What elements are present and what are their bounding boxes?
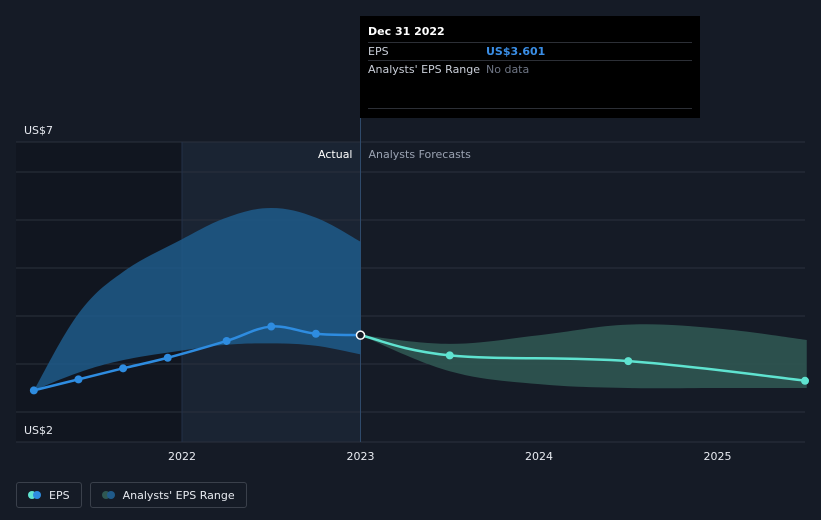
eps-point-actual <box>29 386 38 395</box>
hover-tooltip: Dec 31 2022 EPS US$3.601 Analysts' EPS R… <box>360 16 700 118</box>
x-tick-label: 2023 <box>347 450 375 463</box>
tooltip-range-label: Analysts' EPS Range <box>368 63 481 76</box>
legend-range-toggle[interactable]: Analysts' EPS Range <box>89 482 247 508</box>
legend-range-label: Analysts' EPS Range <box>122 488 235 502</box>
eps-point-actual <box>267 322 276 331</box>
eps-point-forecast <box>445 351 454 360</box>
legend-eps-toggle[interactable]: EPS <box>16 482 82 508</box>
tooltip-row-eps: EPS US$3.601 <box>368 42 692 60</box>
tooltip-divider <box>368 108 692 109</box>
tooltip-eps-label: EPS <box>368 45 389 58</box>
x-tick-label: 2024 <box>525 450 553 463</box>
eps-point-forecast <box>624 357 633 366</box>
tooltip-range-value: No data <box>486 63 530 76</box>
section-label-forecast: Analysts Forecasts <box>369 148 472 161</box>
section-label-actual: Actual <box>318 148 352 161</box>
eps-swatch-icon <box>28 491 41 499</box>
y-tick-label: US$7 <box>24 124 53 137</box>
range-swatch-icon <box>101 491 115 499</box>
eps-line-forecast <box>360 333 807 383</box>
eps-point-actual <box>222 336 231 345</box>
eps-point-forecast <box>801 376 809 385</box>
eps-point-actual <box>119 364 128 373</box>
legend: EPS Analysts' EPS Range <box>16 482 247 508</box>
range-area-forecast <box>360 324 807 389</box>
eps-point-actual <box>74 375 83 384</box>
x-tick-label: 2022 <box>168 450 196 463</box>
eps-point-highlight <box>355 330 366 340</box>
eps-point-actual <box>163 353 172 362</box>
tooltip-eps-value: US$3.601 <box>486 45 546 58</box>
tooltip-date: Dec 31 2022 <box>368 25 445 38</box>
eps-point-actual <box>311 329 320 338</box>
y-tick-label: US$2 <box>24 424 53 437</box>
x-tick-label: 2025 <box>704 450 732 463</box>
tooltip-row-range: Analysts' EPS Range No data <box>368 60 692 78</box>
range-area-actual <box>33 208 361 391</box>
legend-eps-label: EPS <box>49 488 70 502</box>
